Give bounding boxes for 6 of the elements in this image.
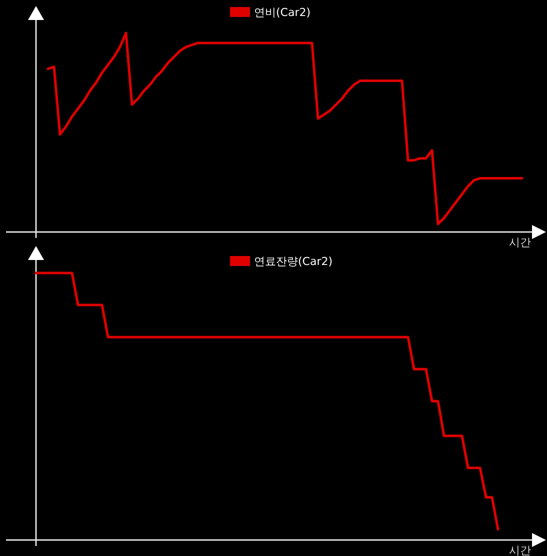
x-axis-title: 시간 [509,544,531,556]
x-axis-title: 시간 [509,236,531,249]
legend-label: 연료잔량(Car2) [254,255,333,268]
legend-label: 연비(Car2) [254,6,311,19]
legend: 연료잔량(Car2) [230,255,333,268]
legend: 연비(Car2) [230,6,311,19]
